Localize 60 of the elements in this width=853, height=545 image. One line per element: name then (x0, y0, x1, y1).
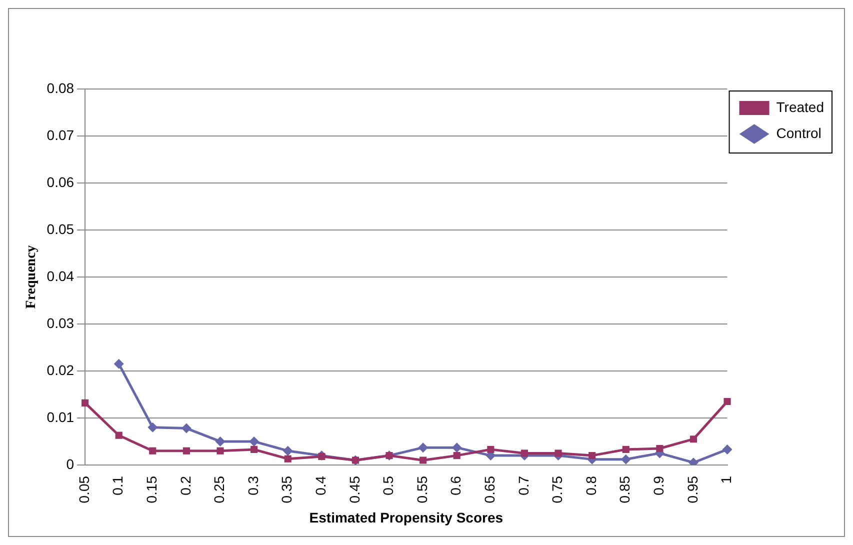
point (622, 446, 630, 453)
point (282, 446, 293, 456)
y-tick-label: 0.03 (46, 314, 74, 331)
point (82, 399, 89, 406)
y-tick-label: 0.04 (46, 268, 74, 284)
x-tick-label: 0.6 (448, 476, 464, 496)
point (249, 436, 260, 446)
x-tick-label: 0.75 (549, 476, 566, 504)
point (452, 442, 462, 453)
y-tick-label: 0 (66, 456, 74, 472)
x-tick-label: 0.05 (76, 476, 92, 504)
y-tick-label: 0.07 (46, 126, 74, 143)
x-tick-label: 0.45 (346, 476, 362, 504)
legend-label: Treated (776, 98, 824, 115)
x-tick-label: 0.15 (144, 476, 160, 504)
x-tick-label: 0.9 (650, 476, 667, 496)
x-tick-label: 0.55 (414, 476, 430, 504)
y-tick-label: 0.02 (46, 362, 74, 378)
y-tick-label: 0.08 (46, 80, 74, 96)
point (620, 454, 631, 464)
x-tick-label: 0.2 (177, 476, 194, 496)
y-tick-label: 0.06 (46, 174, 74, 190)
x-tick-label: 0.3 (244, 476, 261, 496)
x-tick-label: 0.5 (380, 476, 396, 496)
point (420, 456, 427, 464)
point (216, 447, 224, 454)
x-tick-label: 0.35 (278, 476, 295, 504)
point (453, 452, 460, 460)
y-axis-title: Frequency (24, 245, 40, 309)
y-tick-label: 0.05 (46, 220, 74, 237)
point (418, 442, 428, 453)
point (182, 447, 190, 454)
x-tick-label: 0.85 (616, 476, 633, 504)
point (115, 432, 122, 439)
x-tick-label: 0.25 (211, 476, 228, 504)
legend-label: Control (776, 124, 822, 141)
point (520, 450, 528, 457)
x-tick-label: 0.1 (110, 476, 126, 496)
x-tick-label: 0.95 (684, 476, 700, 504)
y-tick-label: 0.01 (46, 408, 74, 425)
x-tick-label: 0.4 (312, 476, 329, 496)
x-tick-label: 0.65 (482, 476, 498, 504)
point (114, 358, 124, 369)
point (215, 436, 226, 446)
point (181, 423, 192, 434)
point (149, 447, 156, 454)
point (487, 446, 494, 453)
point (148, 422, 158, 432)
point (250, 446, 258, 453)
point (724, 398, 731, 406)
x-axis-title: Estimated Propensity Scores (309, 509, 504, 526)
point (656, 444, 664, 452)
point (284, 455, 292, 462)
x-tick-label: 0.7 (515, 476, 532, 496)
x-tick-label: 1 (718, 476, 734, 484)
point (588, 452, 596, 460)
x-tick-label: 0.8 (582, 476, 599, 496)
point (690, 436, 698, 443)
point (722, 444, 732, 454)
point (554, 450, 562, 457)
